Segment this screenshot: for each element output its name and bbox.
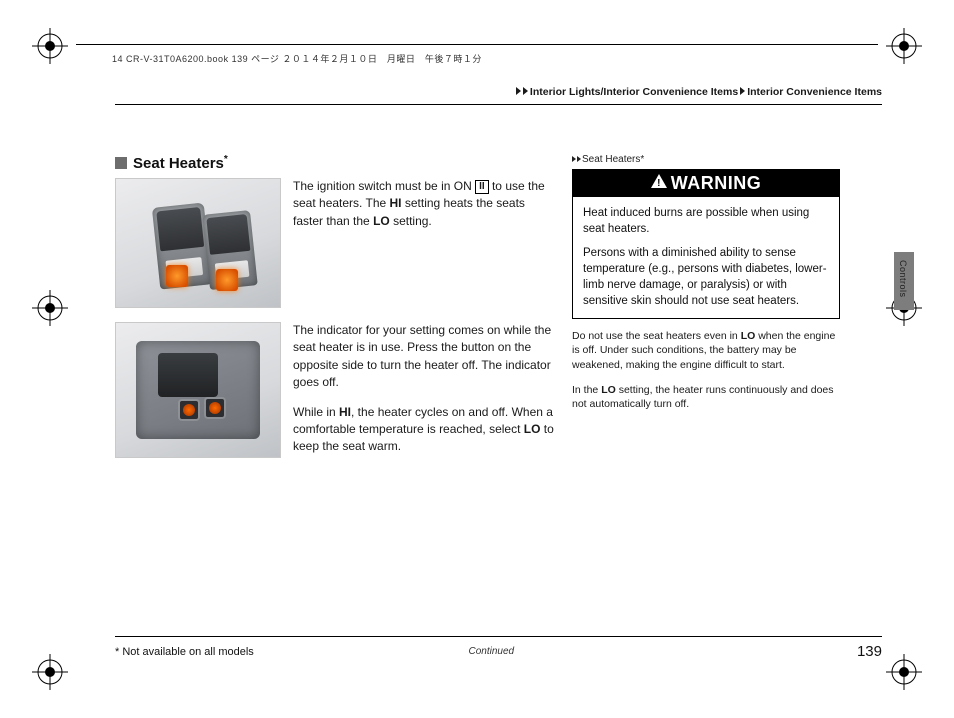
main-content: Seat Heaters* The ignition switch must b… bbox=[115, 154, 555, 472]
warning-text: Persons with a diminished ability to sen… bbox=[583, 245, 829, 309]
lo-label: LO bbox=[741, 330, 756, 342]
paragraph-group: The indicator for your setting comes on … bbox=[293, 322, 555, 458]
content-row: The ignition switch must be in ON II to … bbox=[115, 178, 555, 308]
section-title-text: Seat Heaters bbox=[133, 155, 224, 172]
warning-header: ! WARNING bbox=[573, 170, 839, 197]
chevron-right-icon bbox=[572, 156, 576, 162]
asterisk: * bbox=[224, 154, 228, 165]
chevron-right-icon bbox=[577, 156, 581, 162]
section-heading: Seat Heaters* bbox=[115, 154, 555, 172]
paragraph: The ignition switch must be in ON II to … bbox=[293, 178, 555, 308]
ignition-ii-badge: II bbox=[475, 180, 489, 194]
svg-text:!: ! bbox=[657, 178, 661, 188]
text: setting. bbox=[390, 214, 432, 228]
text: Do not use the seat heaters even in bbox=[572, 330, 741, 342]
text: In the bbox=[572, 384, 601, 396]
side-note: In the LO setting, the heater runs conti… bbox=[572, 383, 840, 412]
breadcrumb: Interior Lights/Interior Convenience Ite… bbox=[115, 86, 882, 98]
warning-box: ! WARNING Heat induced burns are possible… bbox=[572, 169, 840, 319]
paragraph: While in HI, the heater cycles on and of… bbox=[293, 404, 555, 456]
book-meta-text: 14 CR-V-31T0A6200.book 139 ページ ２０１４年２月１０… bbox=[112, 52, 482, 65]
sidebar: Seat Heaters* ! WARNING Heat induced burn… bbox=[572, 154, 840, 422]
side-note: Do not use the seat heaters even in LO w… bbox=[572, 329, 840, 373]
asterisk: * bbox=[640, 154, 644, 165]
text: While in bbox=[293, 405, 339, 419]
header-rule bbox=[115, 104, 882, 105]
seat-illustration bbox=[115, 178, 281, 308]
page-number: 139 bbox=[857, 643, 882, 660]
crop-mark-icon bbox=[32, 654, 68, 690]
warning-label: WARNING bbox=[671, 173, 762, 193]
page-footer: * Not available on all models Continued … bbox=[115, 636, 882, 660]
crop-mark-icon bbox=[886, 28, 922, 64]
crop-mark-icon bbox=[32, 28, 68, 64]
footnote: * Not available on all models bbox=[115, 646, 254, 658]
continued-label: Continued bbox=[469, 646, 515, 657]
crop-mark-icon bbox=[32, 290, 68, 326]
hi-label: HI bbox=[390, 196, 402, 210]
text: The ignition switch must be in ON bbox=[293, 179, 475, 193]
warning-triangle-icon: ! bbox=[651, 172, 667, 193]
top-rule bbox=[76, 44, 878, 45]
sidebar-heading: Seat Heaters* bbox=[572, 154, 840, 165]
paragraph: The indicator for your setting comes on … bbox=[293, 322, 555, 392]
hi-label: HI bbox=[339, 405, 351, 419]
lo-label: LO bbox=[373, 214, 390, 228]
breadcrumb-seg: Interior Convenience Items bbox=[747, 86, 882, 98]
square-bullet-icon bbox=[115, 157, 127, 169]
sidebar-heading-text: Seat Heaters bbox=[582, 154, 640, 165]
console-illustration bbox=[115, 322, 281, 458]
warning-text: Heat induced burns are possible when usi… bbox=[583, 205, 829, 237]
chevron-right-icon bbox=[523, 87, 528, 95]
lo-label: LO bbox=[601, 384, 616, 396]
breadcrumb-seg: Interior Lights/Interior Convenience Ite… bbox=[530, 86, 738, 98]
chevron-right-icon bbox=[740, 87, 745, 95]
crop-mark-icon bbox=[886, 654, 922, 690]
content-row: The indicator for your setting comes on … bbox=[115, 322, 555, 458]
section-title: Seat Heaters* bbox=[133, 154, 228, 172]
section-tab-label: Controls bbox=[898, 260, 908, 298]
chevron-right-icon bbox=[516, 87, 521, 95]
warning-body: Heat induced burns are possible when usi… bbox=[573, 197, 839, 318]
lo-label: LO bbox=[524, 422, 541, 436]
